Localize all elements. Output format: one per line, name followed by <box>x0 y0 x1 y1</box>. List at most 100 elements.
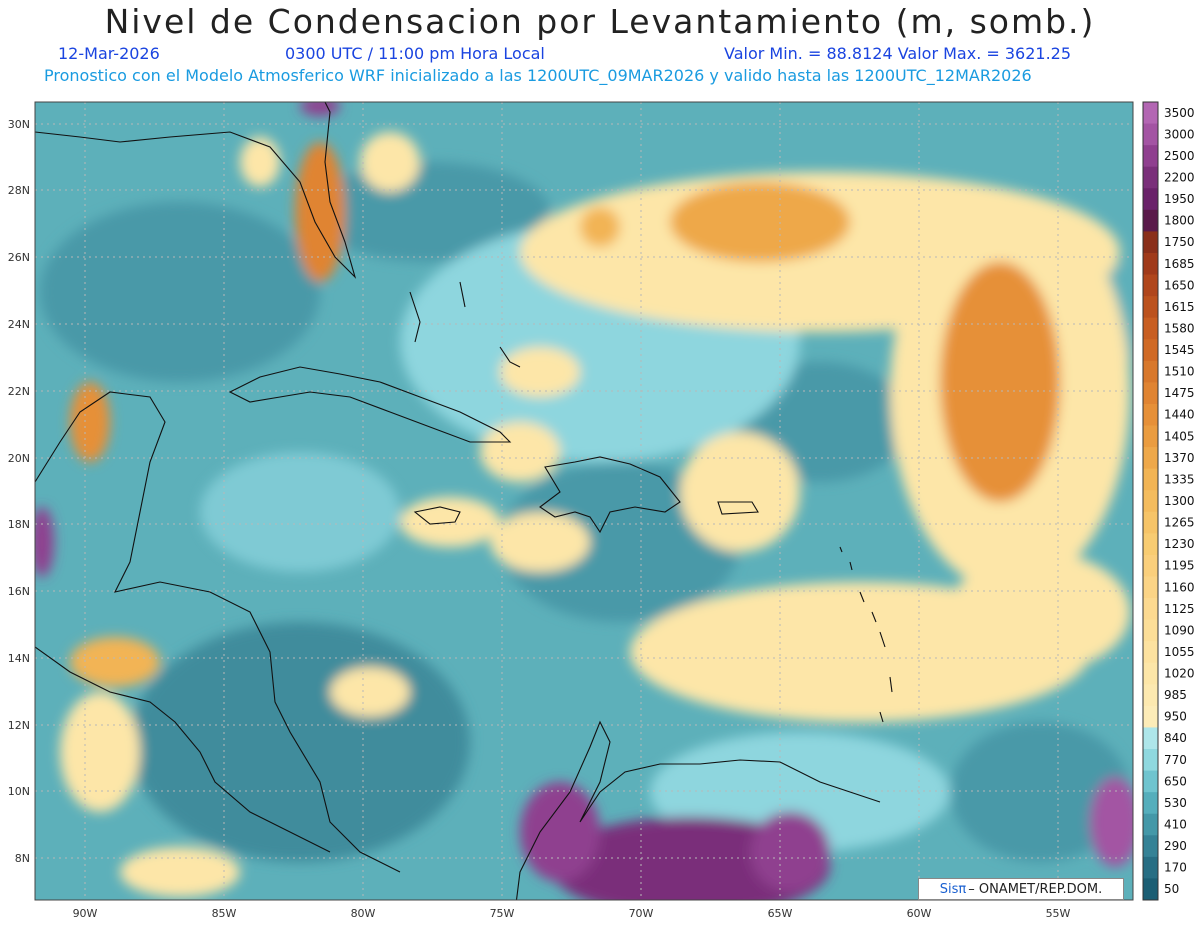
colorbar-label: 50 <box>1164 882 1179 896</box>
colorbar-label: 1160 <box>1164 580 1195 594</box>
colorbar-label: 290 <box>1164 839 1187 853</box>
colorbar-label: 1750 <box>1164 235 1195 249</box>
colorbar-swatch <box>1143 490 1158 513</box>
colorbar-label: 985 <box>1164 688 1187 702</box>
colorbar-swatch <box>1143 770 1158 793</box>
colorbar-label: 1125 <box>1164 602 1195 616</box>
min-max-values: Valor Min. = 88.8124 Valor Max. = 3621.2… <box>724 44 1072 63</box>
coastlines <box>35 102 893 900</box>
colorbar-swatch <box>1143 317 1158 340</box>
lat-label: 20N <box>8 452 30 465</box>
colorbar-swatch <box>1143 641 1158 664</box>
colorbar-label: 170 <box>1164 861 1187 875</box>
colorbar-label: 650 <box>1164 774 1187 788</box>
colorbar-swatch <box>1143 209 1158 232</box>
lon-label: 70W <box>629 907 654 920</box>
colorbar-swatch <box>1143 792 1158 815</box>
colorbar-label: 1055 <box>1164 645 1195 659</box>
colorbar-swatch <box>1143 878 1158 901</box>
lat-label: 28N <box>8 184 30 197</box>
colorbar-swatch <box>1143 252 1158 276</box>
colorbar-swatch <box>1143 447 1158 470</box>
colorbar-swatch <box>1143 296 1158 319</box>
colorbar-label: 1950 <box>1164 192 1195 206</box>
colorbar-swatch <box>1143 339 1158 362</box>
colorbar-swatch <box>1143 102 1158 125</box>
lon-label: 85W <box>212 907 237 920</box>
colorbar-swatch <box>1143 123 1158 146</box>
lon-label: 90W <box>73 907 98 920</box>
lat-label: 10N <box>8 785 30 798</box>
colorbar-label: 1510 <box>1164 365 1195 379</box>
colorbar-label: 530 <box>1164 796 1187 810</box>
colorbar-label: 2200 <box>1164 170 1195 184</box>
colorbar-swatch <box>1143 231 1158 254</box>
colorbar-label: 2500 <box>1164 149 1195 163</box>
colorbar-label: 410 <box>1164 818 1187 832</box>
colorbar-swatch <box>1143 188 1158 211</box>
lat-label: 26N <box>8 251 30 264</box>
lon-label: 60W <box>907 907 932 920</box>
lat-axis: 30N 28N 26N 24N 22N 20N 18N 16N 14N 12N … <box>8 118 30 865</box>
colorbar-swatch <box>1143 835 1158 858</box>
colorbar-label: 840 <box>1164 731 1187 745</box>
colorbar-swatch <box>1143 468 1158 491</box>
lat-label: 14N <box>8 652 30 665</box>
lat-label: 22N <box>8 385 30 398</box>
colorbar-label: 1265 <box>1164 516 1195 530</box>
map-title: Nivel de Condensacion por Levantamiento … <box>104 2 1096 41</box>
colorbar-frame <box>1142 101 1159 901</box>
colorbar-label: 1615 <box>1164 300 1195 314</box>
colorbar-swatch <box>1143 856 1158 879</box>
lon-axis: 90W 85W 80W 75W 70W 65W 60W 55W <box>73 907 1071 920</box>
colorbar-label: 1580 <box>1164 321 1195 335</box>
colorbar-swatch <box>1143 684 1158 707</box>
lon-label: 80W <box>351 907 376 920</box>
colorbar-swatch <box>1143 554 1158 577</box>
onamet-logo: Sisπ – ONAMET/REP.DOM. <box>918 878 1124 900</box>
colorbar-swatch <box>1143 274 1158 297</box>
colorbar-label: 1440 <box>1164 408 1195 422</box>
colorbar-swatch <box>1143 382 1158 405</box>
colorbar-label: 1020 <box>1164 667 1195 681</box>
forecast-time: 0300 UTC / 11:00 pm Hora Local <box>285 44 545 63</box>
logo-brand: Sisπ <box>939 881 967 897</box>
colorbar-label: 1370 <box>1164 451 1195 465</box>
colorbar-label: 1195 <box>1164 559 1195 573</box>
colorbar-label: 950 <box>1164 710 1187 724</box>
colorbar-label: 1800 <box>1164 214 1195 228</box>
graticule <box>35 102 1133 900</box>
lat-label: 8N <box>15 852 30 865</box>
lat-label: 12N <box>8 719 30 732</box>
colorbar-label: 3500 <box>1164 106 1195 120</box>
lon-label: 75W <box>490 907 515 920</box>
colorbar-swatch <box>1143 705 1158 728</box>
lcl-shading <box>35 102 1133 900</box>
colorbar-swatch <box>1143 813 1158 836</box>
lcl-map: 30N 28N 26N 24N 22N 20N 18N 16N 14N 12N … <box>8 101 1195 920</box>
colorbar-swatch <box>1143 662 1158 685</box>
colorbar-label: 1545 <box>1164 343 1195 357</box>
colorbar-swatch <box>1143 425 1158 448</box>
model-info: Pronostico con el Modelo Atmosferico WRF… <box>44 66 1032 85</box>
lat-label: 18N <box>8 518 30 531</box>
colorbar-swatch <box>1143 727 1158 750</box>
colorbar-label: 1405 <box>1164 429 1195 443</box>
colorbar-swatch <box>1143 166 1158 189</box>
colorbar-label: 1650 <box>1164 278 1195 292</box>
colorbar-label: 3000 <box>1164 127 1195 141</box>
map-frame <box>34 101 1134 901</box>
colorbar-label: 1475 <box>1164 386 1195 400</box>
colorbar: 3500 3000 2500 2200 1950 1800 1750 1685 1650 1615… <box>1142 101 1195 901</box>
lat-label: 16N <box>8 585 30 598</box>
colorbar-label: 1300 <box>1164 494 1195 508</box>
colorbar-swatch <box>1143 576 1158 599</box>
colorbar-swatch <box>1143 145 1158 168</box>
colorbar-swatch <box>1143 619 1158 642</box>
lon-label: 55W <box>1046 907 1071 920</box>
forecast-date: 12-Mar-2026 <box>58 44 160 63</box>
colorbar-label: 1335 <box>1164 472 1195 486</box>
lat-label: 24N <box>8 318 30 331</box>
colorbar-label: 1090 <box>1164 623 1195 637</box>
colorbar-label: 1230 <box>1164 537 1195 551</box>
